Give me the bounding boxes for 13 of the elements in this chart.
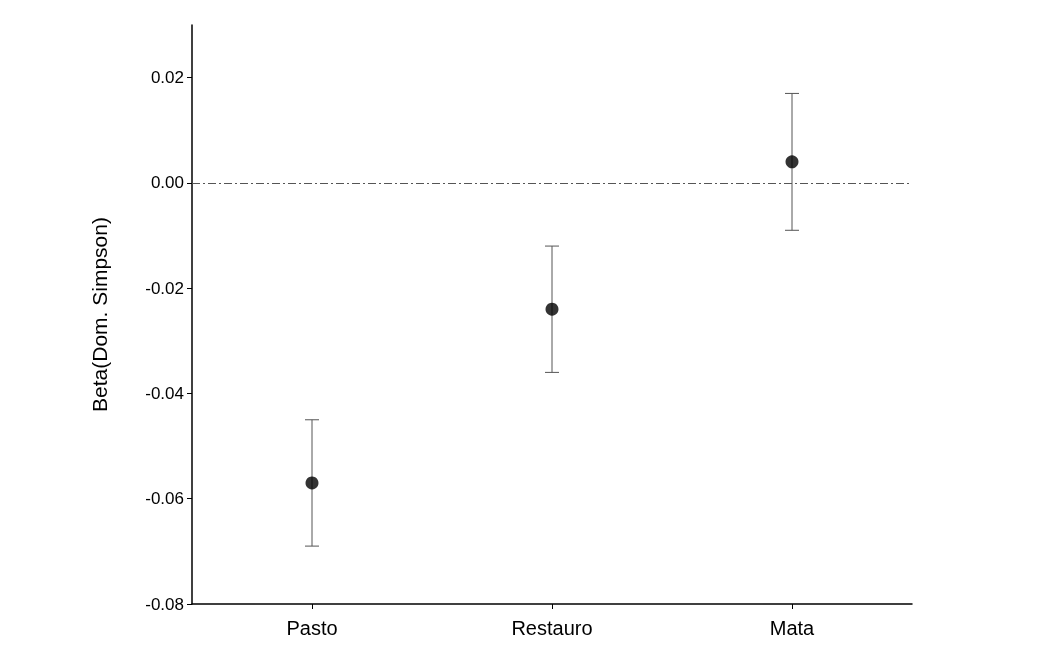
x-tick-label: Restauro <box>511 617 593 639</box>
y-tick-label: 0.02 <box>150 68 184 88</box>
point <box>785 155 799 169</box>
y-axis-title: Beta(Dom. Simpson) <box>88 217 111 412</box>
point <box>545 302 559 316</box>
y-tick-label: 0.00 <box>150 173 184 193</box>
y-tick-label: -0.02 <box>145 278 184 298</box>
y-tick-label: -0.06 <box>145 489 184 509</box>
x-tick-label: Pasto <box>286 617 338 639</box>
point <box>305 476 319 490</box>
x-tick-label: Mata <box>769 617 816 639</box>
y-tick-label: -0.04 <box>145 383 184 403</box>
y-tick-label: -0.08 <box>145 594 184 614</box>
